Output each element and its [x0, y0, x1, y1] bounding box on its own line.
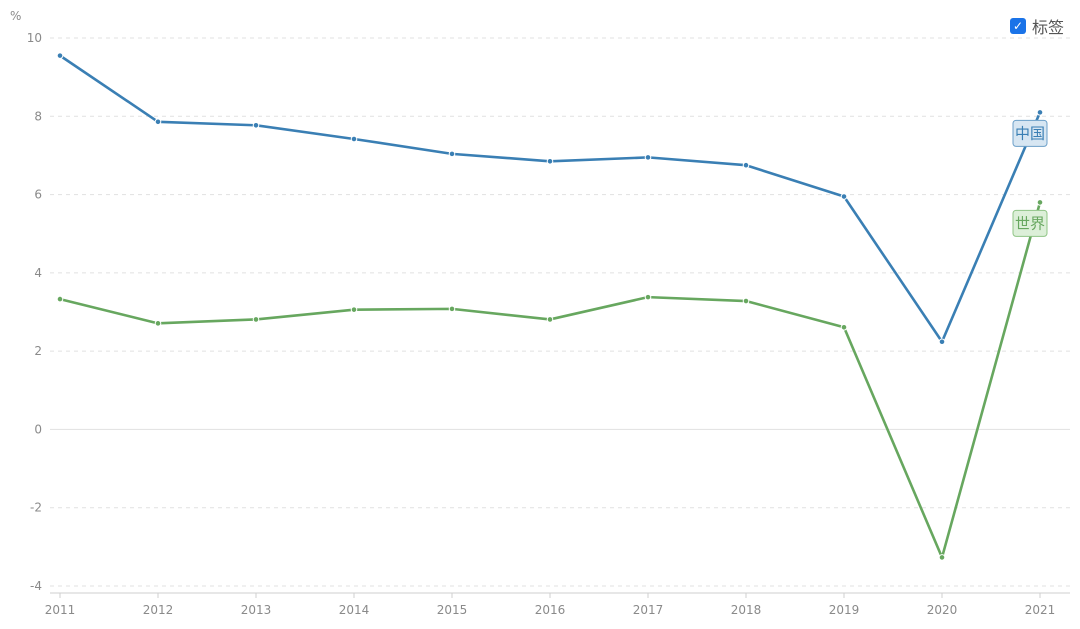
x-tick-label: 2018: [731, 603, 762, 617]
x-tick-label: 2020: [927, 603, 958, 617]
data-point[interactable]: [840, 193, 848, 200]
data-point[interactable]: [448, 305, 456, 313]
data-point[interactable]: [1036, 109, 1044, 116]
series-end-label: 中国: [1012, 119, 1048, 147]
data-point[interactable]: [448, 150, 456, 158]
series-end-label-box: [1012, 119, 1048, 147]
x-tick-label: 2013: [241, 603, 272, 617]
data-point[interactable]: [350, 306, 358, 313]
checkmark-icon[interactable]: ✓: [1009, 18, 1026, 34]
x-tick-label: 2012: [143, 603, 174, 617]
series-lines: [56, 52, 1044, 561]
y-axis-ticks: -4 -2 0 2 4 6 8 10: [27, 31, 42, 593]
data-point[interactable]: [154, 320, 162, 327]
x-tick-label: 2014: [339, 603, 370, 617]
x-tick-label: 2011: [45, 603, 76, 617]
y-axis-unit: %: [10, 9, 21, 23]
data-point[interactable]: [938, 338, 946, 346]
series-end-label-text: 中国: [1015, 124, 1045, 142]
y-tick-label: 8: [34, 109, 42, 123]
x-tick-label: 2017: [633, 603, 664, 617]
label-toggle[interactable]: ✓ 标签: [1009, 14, 1064, 38]
data-point[interactable]: [840, 323, 848, 331]
data-point[interactable]: [252, 316, 260, 323]
data-point[interactable]: [742, 297, 750, 305]
data-point[interactable]: [1036, 199, 1044, 206]
label-toggle-text: 标签: [1031, 18, 1064, 37]
data-point[interactable]: [56, 52, 64, 59]
data-point[interactable]: [742, 161, 750, 169]
data-point[interactable]: [154, 118, 162, 126]
y-tick-label: 0: [34, 422, 42, 436]
grid-lines: [50, 37, 1070, 587]
series-end-label-text: 世界: [1015, 214, 1045, 232]
data-point[interactable]: [546, 316, 554, 323]
data-point[interactable]: [546, 158, 554, 165]
data-point[interactable]: [644, 293, 652, 301]
data-point[interactable]: [938, 554, 946, 561]
data-point[interactable]: [350, 135, 358, 143]
data-point[interactable]: [56, 295, 64, 303]
y-tick-label: 4: [34, 266, 42, 280]
series-end-label-box: [1012, 209, 1048, 237]
data-point[interactable]: [644, 154, 652, 161]
data-point[interactable]: [252, 121, 260, 129]
x-tick-label: 2021: [1025, 603, 1056, 617]
y-tick-label: 10: [27, 31, 42, 45]
y-tick-label: 2: [34, 344, 42, 358]
y-tick-label: 6: [34, 188, 42, 202]
series-line-1: [59, 202, 1042, 559]
x-tick-label: 2016: [535, 603, 566, 617]
x-axis: 2011 2012 2013 2014 2015 2016 2017 2018 2019 2020…: [45, 592, 1070, 617]
series-end-label: 世界: [1012, 209, 1048, 237]
x-tick-label: 2015: [437, 603, 468, 617]
x-tick-label: 2019: [829, 603, 860, 617]
series-line-0: [59, 54, 1042, 344]
y-tick-label: -2: [30, 501, 42, 515]
y-tick-label: -4: [30, 579, 42, 593]
